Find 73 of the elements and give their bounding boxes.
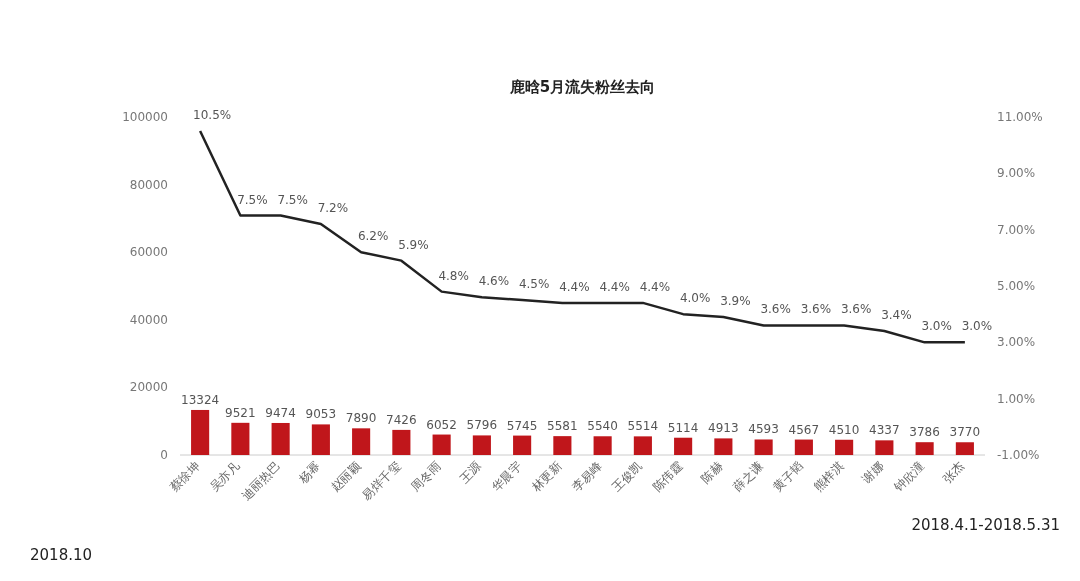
- data-label: 5540: [587, 419, 618, 434]
- chart-title: 鹿晗5月流失粉丝去向: [508, 78, 656, 96]
- data-label: 4593: [748, 422, 779, 437]
- y2-tick-label: 9.00%: [997, 166, 1036, 181]
- data-label: 6.2%: [357, 229, 389, 244]
- data-label: 4510: [828, 422, 860, 437]
- x-tick-label: 华晨宇: [488, 459, 525, 495]
- y2-tick-label: 7.00%: [997, 222, 1036, 237]
- data-label: 3.9%: [720, 293, 751, 308]
- y-tick-label: 80000: [129, 177, 168, 192]
- data-label: 7426: [386, 412, 417, 427]
- data-label: 3.0%: [921, 319, 952, 334]
- y2-tick-label: 3.00%: [997, 335, 1036, 350]
- data-label: 3.6%: [800, 302, 832, 317]
- data-label: 5745: [506, 418, 538, 433]
- x-tick-label: 谢娜: [859, 459, 887, 487]
- data-label: 7.5%: [277, 192, 308, 207]
- data-label: 4.4%: [639, 279, 671, 294]
- y-tick-label: 0: [160, 448, 168, 462]
- data-label: 3.0%: [961, 319, 993, 334]
- data-label: 5796: [466, 418, 498, 433]
- x-tick-label: 黄子韬: [770, 459, 806, 495]
- x-tick-label: 吴亦凡: [207, 459, 243, 495]
- data-label: 6052: [426, 417, 457, 432]
- data-label: 4.0%: [679, 291, 711, 306]
- data-label: 4.8%: [438, 268, 469, 283]
- y2-tick-label: -1.00%: [997, 448, 1040, 462]
- data-label: 3.6%: [760, 302, 791, 317]
- data-label: 5514: [627, 419, 659, 434]
- text: 2018.10: [30, 546, 93, 564]
- y-tick-label: 20000: [129, 380, 168, 395]
- data-label: 4.4%: [599, 279, 630, 294]
- y2-tick-label: 11.00%: [997, 110, 1043, 124]
- x-tick-label: 陈赫: [698, 459, 726, 487]
- x-tick-label: 王源: [457, 459, 484, 487]
- data-label: 4.6%: [478, 274, 510, 289]
- x-tick-label: 薛之谦: [730, 459, 766, 495]
- x-tick-label: 王俊凯: [609, 459, 645, 495]
- y2-tick-label: 1.00%: [997, 391, 1036, 406]
- data-label: 4.5%: [518, 277, 550, 292]
- y-tick-label: 60000: [129, 245, 168, 260]
- data-label: 3.4%: [881, 308, 912, 323]
- data-label: 9053: [305, 407, 337, 422]
- data-label: 4913: [708, 421, 739, 436]
- data-label: 4567: [788, 422, 820, 437]
- data-label: 3.6%: [840, 302, 872, 317]
- x-tick-label: 杨幂: [295, 459, 323, 487]
- x-tick-label: 李易峰: [569, 459, 605, 495]
- data-label: 7890: [345, 411, 377, 426]
- x-tick-label: 熊梓淇: [810, 459, 847, 495]
- y-tick-label: 40000: [129, 312, 168, 327]
- x-tick-label: 钟欣潼: [890, 459, 927, 496]
- data-label: 5.9%: [398, 237, 429, 252]
- data-label: 3786: [909, 425, 940, 440]
- data-label: 7.2%: [317, 201, 349, 216]
- data-label: 9474: [265, 405, 296, 420]
- x-tick-label: 陈伟霆: [649, 459, 686, 495]
- data-label: 5581: [547, 419, 578, 434]
- x-tick-label: 林更新: [528, 459, 565, 496]
- data-label: 13324: [181, 392, 220, 407]
- data-label: 4.4%: [559, 279, 590, 294]
- data-label: 5114: [667, 420, 699, 435]
- data-label: 9521: [225, 405, 256, 420]
- data-label: 10.5%: [193, 108, 232, 123]
- x-tick-label: 蔡徐坤: [166, 459, 203, 495]
- y-tick-label: 100000: [122, 110, 168, 124]
- text: 2018.4.1-2018.5.31: [911, 516, 1060, 534]
- x-tick-label: 张杰: [940, 459, 967, 487]
- data-label: 3770: [949, 425, 981, 440]
- data-label: 4337: [869, 423, 900, 438]
- data-label: 7.5%: [237, 192, 268, 207]
- x-tick-label: 周冬雨: [408, 459, 444, 495]
- y2-tick-label: 5.00%: [997, 279, 1036, 293]
